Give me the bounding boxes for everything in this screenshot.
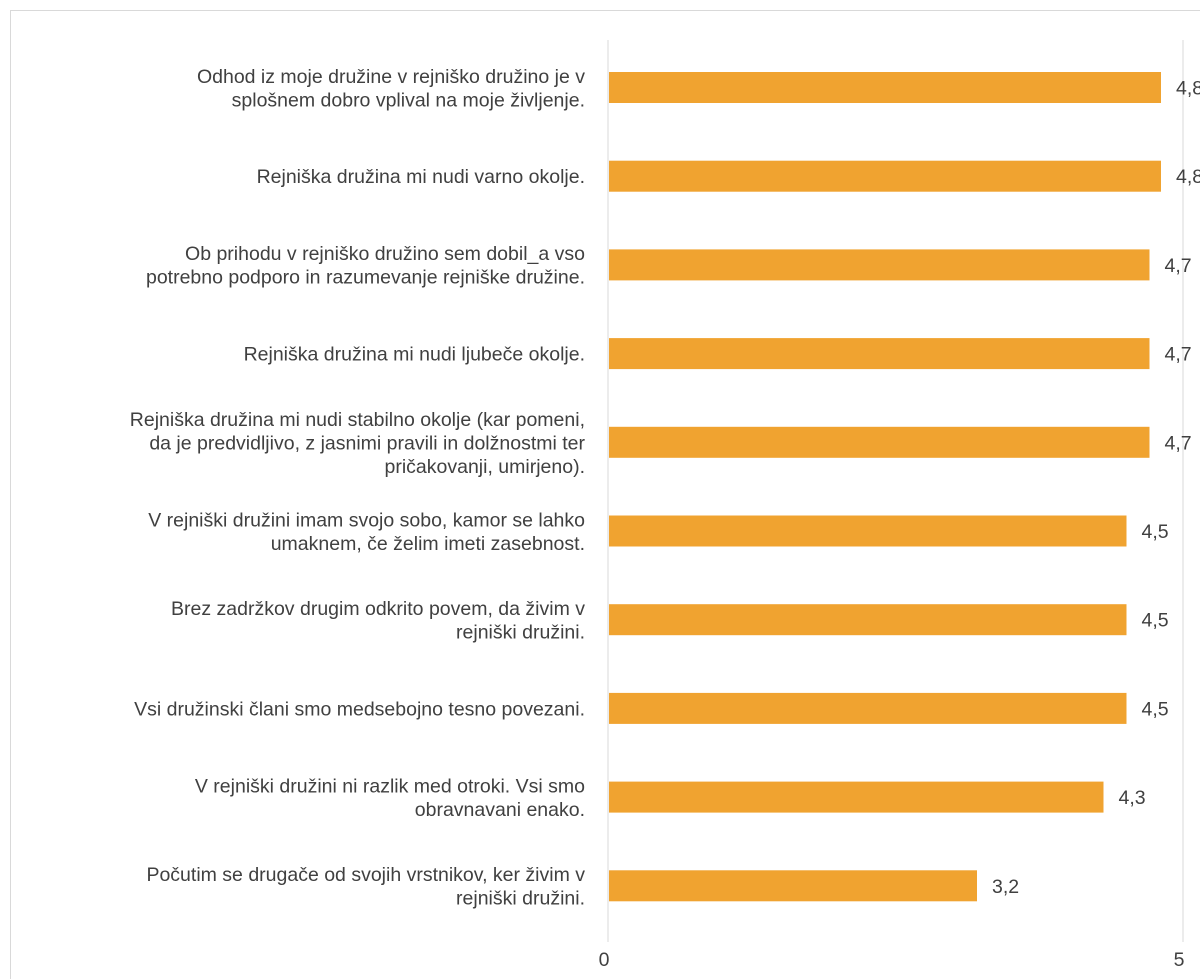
bar: [609, 781, 1104, 813]
x-tick-label: 5: [1174, 949, 1185, 971]
category-label-line: V rejniški družini imam svojo sobo, kamo…: [148, 509, 585, 531]
category-label-line: V rejniški družini ni razlik med otroki.…: [195, 775, 585, 797]
data-label: 4,3: [1119, 787, 1146, 809]
bar: [609, 72, 1161, 103]
bar: [609, 870, 977, 902]
category-label-line: Brez zadržkov drugim odkrito povem, da ž…: [171, 598, 585, 620]
bar: [609, 160, 1161, 192]
bar: [609, 249, 1150, 281]
category-label-line: Vsi družinski člani smo medsebojno tesno…: [134, 698, 585, 720]
category-label-line: Odhod iz moje družine v rejniško družino…: [197, 66, 585, 88]
data-label: 4,7: [1165, 432, 1192, 454]
category-label: Rejniška družina mi nudi stabilno okolje…: [130, 409, 586, 478]
data-label: 4,7: [1165, 255, 1192, 277]
data-label: 4,7: [1165, 344, 1192, 366]
category-label-line: da je predvidljivo, z jasnimi pravili in…: [149, 432, 585, 454]
category-label: V rejniški družini ni razlik med otroki.…: [195, 775, 585, 821]
chart-border: [10, 10, 1200, 979]
data-labels: 4,8 4,8 4,7 4,7 4,7 4,5 4,5 4,5 4,3 3,2: [992, 78, 1200, 898]
bar: [609, 338, 1150, 370]
data-label: 4,5: [1142, 698, 1169, 720]
data-label: 3,2: [992, 876, 1019, 898]
category-label: Počutim se drugače od svojih vrstnikov, …: [146, 864, 585, 910]
category-label-line: pričakovanji, umirjeno).: [385, 456, 586, 478]
category-label-line: rejniški družini.: [456, 621, 585, 643]
category-label-line: obravnavani enako.: [415, 799, 585, 821]
category-label: Vsi družinski člani smo medsebojno tesno…: [134, 698, 585, 720]
data-label: 4,8: [1176, 166, 1200, 188]
category-label-line: umaknem, če želim imeti zasebnost.: [271, 533, 585, 555]
bar: [609, 692, 1127, 724]
category-label-line: potrebno podporo in razumevanje rejniške…: [146, 267, 585, 289]
bar: [609, 604, 1127, 636]
category-label: Brez zadržkov drugim odkrito povem, da ž…: [171, 598, 585, 644]
data-label: 4,5: [1142, 610, 1169, 632]
category-label-line: Počutim se drugače od svojih vrstnikov, …: [146, 864, 585, 886]
category-labels: Odhod iz moje družine v rejniško družino…: [130, 66, 586, 910]
bar: [609, 515, 1127, 547]
category-label: Rejniška družina mi nudi ljubeče okolje.: [244, 344, 585, 366]
category-label-line: Rejniška družina mi nudi varno okolje.: [257, 166, 585, 188]
category-label: Ob prihodu v rejniško družino sem dobil_…: [146, 243, 585, 289]
category-label-line: rejniški družini.: [456, 888, 585, 910]
category-label-line: Rejniška družina mi nudi stabilno okolje…: [130, 409, 585, 431]
bars: [609, 72, 1161, 902]
bar: [609, 426, 1150, 458]
category-label-line: splošnem dobro vplival na moje življenje…: [232, 89, 585, 111]
category-label-line: Rejniška družina mi nudi ljubeče okolje.: [244, 344, 585, 366]
category-label: V rejniški družini imam svojo sobo, kamo…: [148, 509, 585, 555]
gridlines: [607, 40, 1184, 942]
category-label: Odhod iz moje družine v rejniško družino…: [197, 66, 585, 112]
data-label: 4,8: [1176, 78, 1200, 100]
category-label: Rejniška družina mi nudi varno okolje.: [257, 166, 585, 188]
data-label: 4,5: [1142, 521, 1169, 543]
x-tick-label: 0: [599, 949, 610, 971]
category-label-line: Ob prihodu v rejniško družino sem dobil_…: [185, 243, 585, 265]
